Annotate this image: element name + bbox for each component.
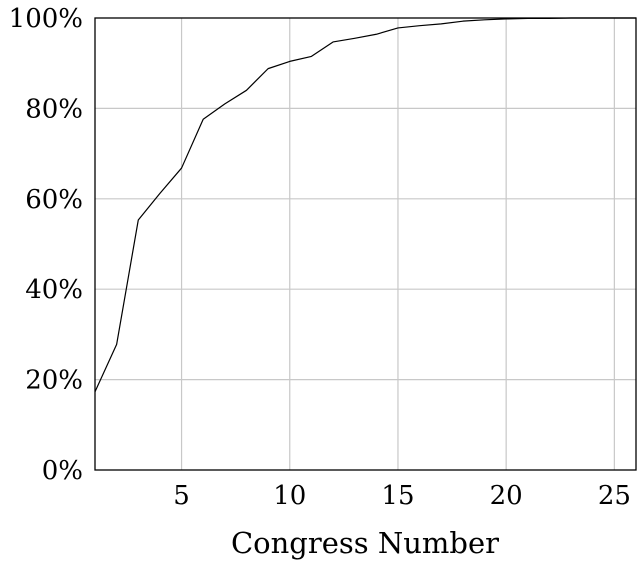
plot-frame xyxy=(94,17,637,471)
x-tick-label: 20 xyxy=(490,481,523,511)
x-tick-label: 10 xyxy=(273,481,306,511)
x-tick-label: 15 xyxy=(381,481,414,511)
grid xyxy=(95,18,636,470)
series-layer xyxy=(94,17,636,393)
y-tick-label: 40% xyxy=(25,275,83,305)
y-tick-label: 80% xyxy=(25,94,83,124)
y-tick-label: 20% xyxy=(25,366,83,396)
x-tick-label: 5 xyxy=(173,481,190,511)
x-axis-title: Congress Number xyxy=(231,526,499,560)
tick-labels: 5 10 15 20 25 0% 20% 40% 60% 80% 100% xyxy=(9,4,631,511)
y-tick-label: 0% xyxy=(42,456,83,486)
series-line xyxy=(94,17,636,393)
x-tick-label: 25 xyxy=(598,481,631,511)
y-tick-label: 60% xyxy=(25,185,83,215)
y-tick-label: 100% xyxy=(9,4,83,34)
